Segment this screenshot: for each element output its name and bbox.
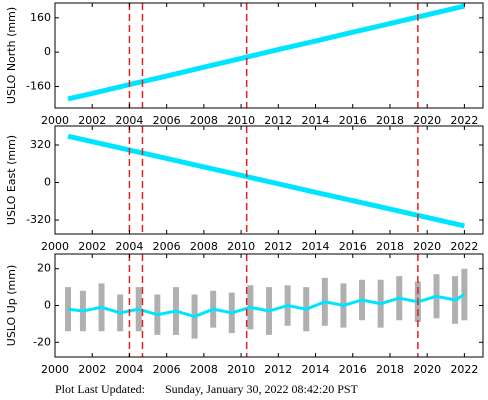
x-tick-label: 2002 <box>78 240 106 253</box>
x-tick-label: 2014 <box>302 363 330 376</box>
y-tick-label: 0 <box>44 299 51 312</box>
panel: 2000 2002 2004 2006 2008 2010 2012 2014 2016 2018… <box>5 253 484 376</box>
footer-label: Plot Last Updated: <box>55 382 145 396</box>
data-line <box>67 3 465 102</box>
x-tick-label: 2016 <box>339 363 367 376</box>
y-tick-label: 0 <box>44 45 51 58</box>
x-tick-label: 2022 <box>450 114 478 127</box>
x-tick-label: 2012 <box>264 363 292 376</box>
x-tick-label: 2004 <box>115 114 143 127</box>
x-tick-label: 2012 <box>264 240 292 253</box>
y-tick-label: 160 <box>30 11 51 24</box>
x-tick-label: 2008 <box>190 363 218 376</box>
x-tick-label: 2008 <box>190 240 218 253</box>
y-axis-label: USLO North (mm) <box>5 7 18 104</box>
y-tick-label: -320 <box>26 213 51 226</box>
x-tick-label: 2022 <box>450 363 478 376</box>
y-tick-label: 0 <box>44 176 51 189</box>
x-tick-label: 2002 <box>78 363 106 376</box>
x-tick-label: 2006 <box>153 240 181 253</box>
x-tick-label: 2020 <box>413 240 441 253</box>
x-tick-label: 2000 <box>41 363 69 376</box>
x-tick-label: 2016 <box>339 240 367 253</box>
x-tick-label: 2010 <box>227 240 255 253</box>
x-tick-label: 2000 <box>41 240 69 253</box>
x-tick-label: 2014 <box>302 114 330 127</box>
y-tick-label: 20 <box>37 262 51 275</box>
x-tick-label: 2002 <box>78 114 106 127</box>
plot-frame <box>54 2 484 109</box>
x-tick-label: 2006 <box>153 363 181 376</box>
y-tick-label: -160 <box>26 80 51 93</box>
x-tick-label: 2018 <box>376 240 404 253</box>
x-tick-label: 2016 <box>339 114 367 127</box>
x-tick-label: 2010 <box>227 363 255 376</box>
y-tick-label: -20 <box>33 335 51 348</box>
x-tick-label: 2004 <box>115 240 143 253</box>
x-tick-label: 2020 <box>413 114 441 127</box>
x-tick-label: 2008 <box>190 114 218 127</box>
x-tick-label: 2004 <box>115 363 143 376</box>
x-tick-label: 2018 <box>376 363 404 376</box>
x-tick-label: 2012 <box>264 114 292 127</box>
data-line <box>67 293 466 319</box>
footer-date: Sunday, January 30, 2022 08:42:20 PST <box>165 382 359 396</box>
y-axis-label: USLO Up (mm) <box>5 265 18 346</box>
x-tick-label: 2010 <box>227 114 255 127</box>
x-tick-label: 2000 <box>41 114 69 127</box>
data-line <box>67 133 465 229</box>
x-tick-label: 2018 <box>376 114 404 127</box>
y-tick-label: 320 <box>30 138 51 151</box>
y-axis-label: USLO East (mm) <box>5 135 18 225</box>
x-tick-label: 2006 <box>153 114 181 127</box>
panel: 2000 2002 2004 2006 2008 2010 2012 2014 2016 2018… <box>5 125 484 253</box>
x-tick-label: 2014 <box>302 240 330 253</box>
panel: 2000 2002 2004 2006 2008 2010 2012 2014 2016 2018… <box>5 2 484 127</box>
x-tick-label: 2022 <box>450 240 478 253</box>
plot-frame <box>54 125 484 235</box>
x-tick-label: 2020 <box>413 363 441 376</box>
